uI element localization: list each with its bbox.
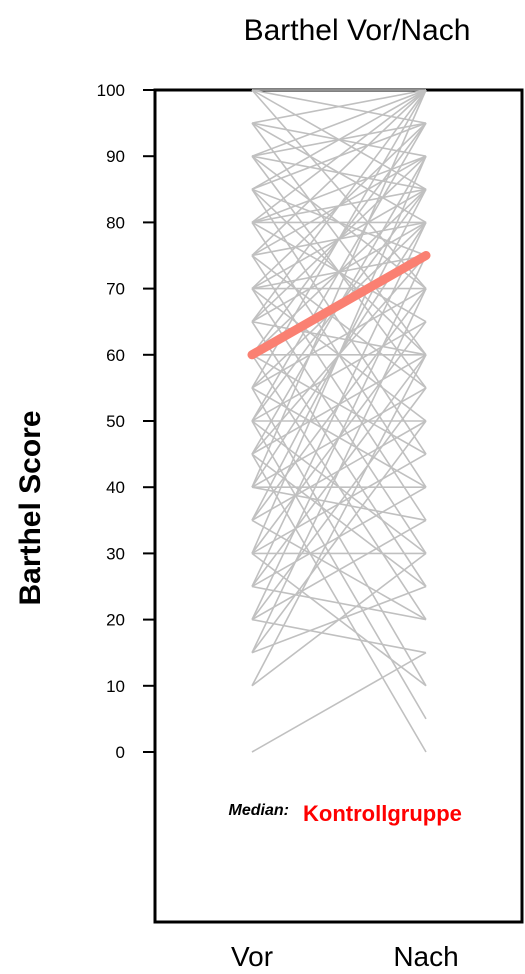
y-tick-label: 20 <box>106 611 125 630</box>
patient-line <box>251 188 427 455</box>
median-prefix: Median: <box>229 802 289 819</box>
patient-line <box>251 387 427 621</box>
patient-line <box>251 652 427 753</box>
y-axis-label: Barthel Score <box>14 410 47 605</box>
y-tick-label: 30 <box>106 544 125 563</box>
x-tick-label-vor: Vor <box>231 941 273 972</box>
y-tick-label: 50 <box>106 412 125 431</box>
y-tick-label: 40 <box>106 478 125 497</box>
patient-line <box>251 89 427 124</box>
plot-frame <box>153 88 524 924</box>
patient-line <box>251 552 427 687</box>
patient-line <box>251 89 427 157</box>
y-tick-label: 10 <box>106 677 125 696</box>
patient-line <box>251 89 427 290</box>
patient-line <box>251 420 427 720</box>
patient-line <box>251 585 427 621</box>
patient-line <box>251 89 427 224</box>
patient-line <box>251 387 427 687</box>
median-group-label: Kontrollgruppe <box>303 801 462 826</box>
patient-line <box>251 89 427 190</box>
chart-title: Barthel Vor/Nach <box>244 14 471 47</box>
y-tick-label: 90 <box>106 147 125 166</box>
patient-line <box>251 89 427 257</box>
y-tick-label: 0 <box>116 743 125 762</box>
patient-line <box>251 89 427 323</box>
patient-line <box>251 122 427 356</box>
patient-line <box>251 155 427 389</box>
y-axis-ticks: 0 10 20 30 40 50 60 70 80 90 100 <box>97 81 155 762</box>
y-tick-label: 100 <box>97 81 125 100</box>
x-tick-label-nach: Nach <box>393 941 458 972</box>
patient-line <box>251 321 427 587</box>
patient-line <box>251 255 427 521</box>
y-tick-label: 70 <box>106 280 125 299</box>
y-tick-label: 80 <box>106 213 125 232</box>
y-tick-label: 60 <box>106 346 125 365</box>
patient-line <box>251 618 427 654</box>
median-line <box>247 251 431 360</box>
patient-line <box>251 222 427 587</box>
individual-lines <box>251 89 427 753</box>
